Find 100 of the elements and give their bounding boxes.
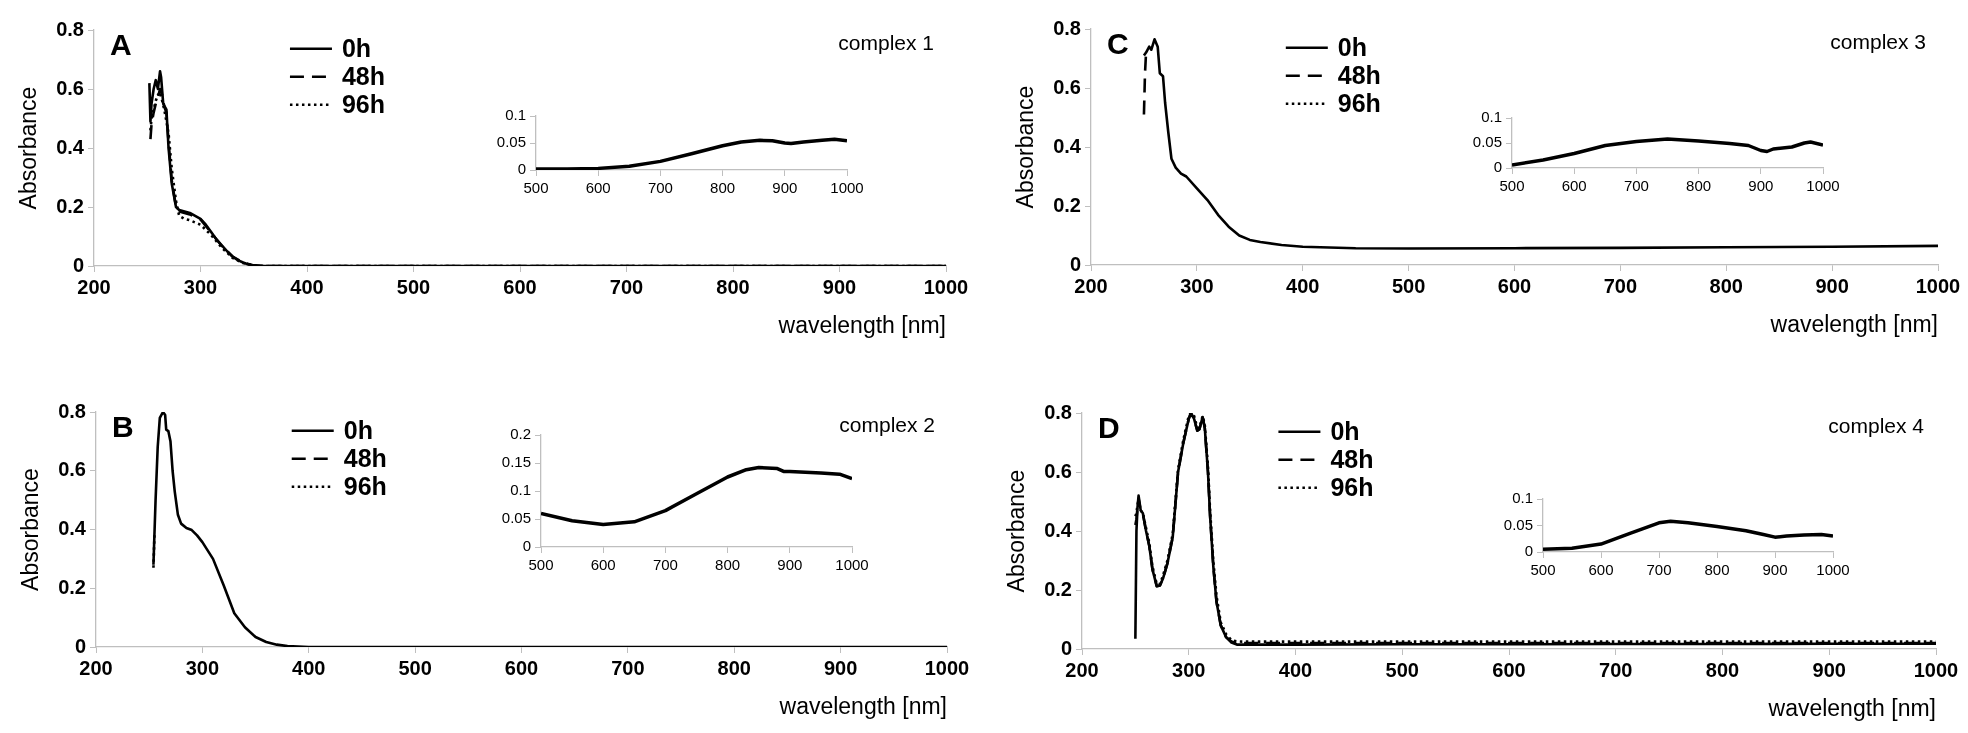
x-tick-label: 300 [183, 275, 218, 298]
y-tick-label: 0.05 [496, 133, 526, 151]
y-tick-label: 0 [1524, 542, 1533, 560]
y-tick-label: 0 [1069, 252, 1081, 275]
x-tick-label: 400 [1278, 658, 1313, 681]
legend-label: 0h [343, 415, 373, 444]
x-tick-label: 600 [590, 556, 616, 574]
x-tick-label: 600 [1492, 658, 1526, 681]
y-tick-label: 0.6 [1044, 459, 1072, 482]
y-tick-label: 0.6 [56, 76, 84, 99]
y-tick-label: 0.1 [510, 481, 531, 499]
y-tick-label: 0.2 [56, 194, 84, 217]
x-tick-label: 500 [396, 275, 431, 298]
x-tick-label: 500 [398, 656, 432, 679]
x-tick-label: 900 [777, 556, 803, 574]
legend-label: 48h [1337, 60, 1381, 89]
x-tick-label: 700 [1603, 274, 1638, 297]
x-tick-label: 1000 [1806, 177, 1840, 195]
y-tick-label: 0.2 [510, 425, 531, 443]
legend-label: 0h [341, 33, 372, 62]
y-tick-label: 0.1 [1512, 489, 1533, 507]
y-tick-label: 0 [517, 160, 526, 178]
y-tick-label: 0.4 [1053, 134, 1082, 157]
y-tick-label: 0.2 [1044, 577, 1072, 600]
x-tick-label: 800 [1709, 274, 1743, 297]
x-tick-label: 700 [611, 656, 645, 679]
x-axis-title: wavelength [nm] [777, 311, 946, 338]
x-tick-label: 300 [1180, 274, 1214, 297]
x-tick-label: 500 [523, 179, 549, 197]
y-tick-label: 0.6 [58, 458, 86, 481]
x-tick-label: 800 [1705, 658, 1740, 681]
legend-label: 0h [1337, 32, 1367, 61]
x-tick-label: 600 [1497, 274, 1532, 297]
x-tick-label: 800 [710, 179, 736, 197]
x-tick-label: 800 [1686, 177, 1712, 195]
x-tick-label: 700 [1599, 658, 1633, 681]
y-tick-label: 0.1 [1481, 108, 1502, 126]
x-tick-label: 200 [77, 275, 111, 298]
x-tick-label: 500 [1499, 177, 1525, 195]
x-tick-label: 900 [822, 275, 857, 298]
y-tick-label: 0.05 [501, 509, 531, 527]
legend-label: 0h [1330, 416, 1360, 445]
y-tick-label: 0.4 [1044, 518, 1073, 541]
y-tick-label: 0.4 [58, 517, 87, 540]
annotation: A [110, 28, 132, 62]
chart-title: complex 3 [1830, 30, 1926, 54]
y-tick-label: 0 [72, 253, 84, 276]
x-tick-label: 900 [823, 656, 858, 679]
x-tick-label: 800 [716, 275, 750, 298]
y-axis-title: Absorbance [1012, 85, 1039, 209]
y-tick-label: 0.8 [58, 399, 86, 422]
y-tick-label: 0.1 [505, 106, 526, 124]
x-tick-label: 200 [1074, 274, 1108, 297]
x-tick-label: 900 [1815, 274, 1849, 297]
legend-label: 96h [1330, 472, 1374, 501]
x-tick-label: 700 [609, 275, 644, 298]
chart-title: complex 2 [839, 413, 935, 437]
x-tick-label: 1000 [835, 556, 869, 574]
x-tick-label: 400 [292, 656, 326, 679]
y-tick-label: 0.8 [56, 17, 84, 40]
y-tick-label: 0.15 [501, 453, 531, 471]
x-tick-label: 700 [1623, 177, 1649, 195]
y-tick-label: 0.6 [1053, 75, 1081, 98]
x-tick-label: 500 [1530, 561, 1556, 579]
annotation: D [1098, 411, 1120, 445]
y-tick-label: 0.8 [1053, 16, 1081, 39]
y-tick-label: 0.4 [56, 135, 85, 158]
x-tick-label: 600 [585, 179, 611, 197]
x-tick-label: 200 [1065, 658, 1099, 681]
x-tick-label: 400 [1286, 274, 1320, 297]
x-tick-label: 600 [1561, 177, 1587, 195]
y-axis-title: Absorbance [17, 468, 44, 591]
y-tick-label: 0 [522, 537, 531, 555]
x-tick-label: 300 [185, 656, 220, 679]
legend-label: 96h [341, 89, 386, 118]
legend-label: 96h [1337, 88, 1381, 117]
x-tick-label: 900 [1748, 177, 1774, 195]
x-tick-label: 400 [290, 275, 324, 298]
y-axis-title: Absorbance [15, 86, 42, 210]
x-tick-label: 800 [717, 656, 751, 679]
x-tick-label: 300 [1172, 658, 1206, 681]
x-tick-label: 600 [503, 275, 537, 298]
x-tick-label: 900 [772, 179, 798, 197]
x-tick-label: 500 [1391, 274, 1426, 297]
x-tick-label: 1000 [830, 179, 864, 197]
y-axis-title: Absorbance [1003, 469, 1030, 593]
x-tick-label: 900 [1762, 561, 1788, 579]
x-tick-label: 500 [1385, 658, 1419, 681]
x-tick-label: 1000 [924, 656, 970, 679]
y-tick-label: 0 [1060, 636, 1072, 659]
annotation: C [1107, 27, 1129, 61]
x-tick-label: 700 [647, 179, 673, 197]
x-tick-label: 700 [652, 556, 678, 574]
x-tick-label: 500 [528, 556, 554, 574]
x-axis-title: wavelength [nm] [1767, 694, 1936, 721]
legend-label: 96h [343, 471, 387, 500]
x-tick-label: 800 [1704, 561, 1730, 579]
chart-title: complex 4 [1828, 414, 1925, 438]
legend-label: 48h [1330, 444, 1374, 473]
y-tick-label: 0.05 [1503, 515, 1533, 533]
